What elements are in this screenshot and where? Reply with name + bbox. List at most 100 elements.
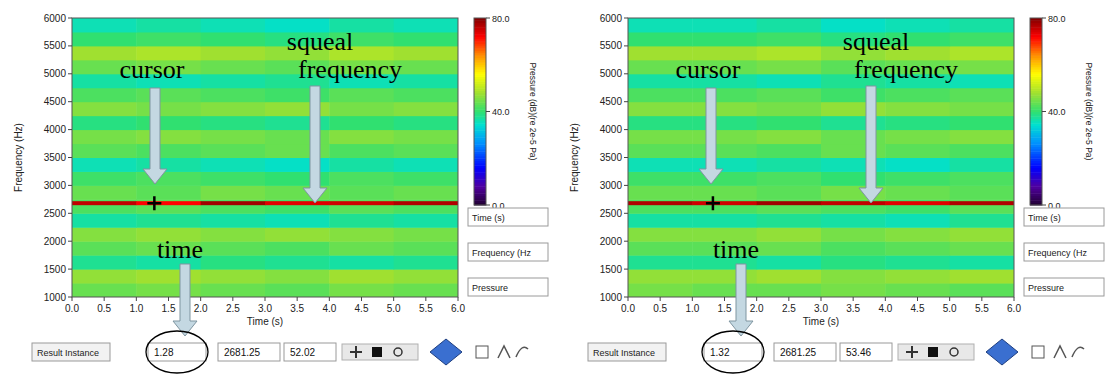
heatmap-cell [950, 227, 1014, 241]
heatmap-cell [628, 241, 693, 255]
heatmap-cell [329, 269, 394, 283]
y-tick-label: 2000 [44, 236, 67, 247]
plot-frame [72, 18, 458, 297]
heatmap-cell [201, 88, 266, 102]
heatmap-cell [265, 213, 330, 227]
heatmap-cell [136, 130, 201, 144]
squeal-line [394, 201, 458, 205]
heatmap-cell [628, 269, 693, 283]
heatmap-cell [885, 199, 950, 213]
heatmap-cell [950, 283, 1014, 297]
y-tick-label: 1500 [600, 264, 623, 275]
heatmap-cell [821, 269, 886, 283]
colorbar-tick-label: 40.0 [1048, 107, 1066, 117]
x-tick [393, 297, 394, 301]
annotation: squealfrequency [287, 27, 402, 84]
heatmap-cell [72, 171, 137, 185]
background [0, 0, 1108, 381]
heatmap-cell [329, 199, 394, 213]
plot-area [72, 18, 458, 297]
x-tick [724, 297, 725, 301]
annotation-arrow [699, 88, 723, 184]
field-label: Frequency (Hz [472, 248, 532, 258]
x-tick [72, 297, 73, 301]
heatmap-cell [265, 227, 330, 241]
heatmap-cell [72, 18, 137, 32]
y-tick-label: 5500 [600, 40, 623, 51]
heatmap-cell [885, 88, 950, 102]
heatmap-cell [692, 144, 757, 158]
squeal-line [692, 201, 757, 205]
x-tick-label: 1.5 [718, 303, 732, 314]
squeal-line [201, 201, 266, 205]
heatmap-cell [628, 185, 693, 199]
heatmap-cell [265, 269, 330, 283]
heatmap-cell [757, 255, 822, 269]
y-axis-title: Frequency (Hz) [13, 123, 24, 192]
heatmap-cell [394, 241, 458, 255]
squeal-line [136, 201, 201, 205]
field-label: Pressure [1028, 283, 1064, 293]
colorbar-tick [486, 111, 490, 112]
heatmap-cell [394, 199, 458, 213]
icon [372, 347, 382, 357]
x-tick [981, 297, 982, 301]
heatmap-cell [757, 74, 822, 88]
x-tick [692, 297, 693, 301]
field-box [1024, 208, 1104, 226]
heatmap-cell [757, 116, 822, 130]
y-tick-label: 2500 [600, 208, 623, 219]
readout-label-box [32, 343, 110, 361]
heatmap-cell [950, 241, 1014, 255]
y-tick-label: 3000 [600, 180, 623, 191]
heatmap-cell [329, 158, 394, 172]
x-tick-label: 0.0 [621, 303, 635, 314]
heatmap-cell [628, 158, 693, 172]
heatmap-cell [72, 116, 137, 130]
field-label: Pressure [472, 283, 508, 293]
heatmap-cell [201, 269, 266, 283]
heatmap-cell [201, 227, 266, 241]
heatmap-cell [72, 144, 137, 158]
x-tick-label: 3.5 [846, 303, 860, 314]
y-tick-label: 1000 [44, 292, 67, 303]
heatmap-cell [950, 255, 1014, 269]
icon [928, 347, 938, 357]
cursor [147, 196, 161, 210]
heatmap-cell [757, 213, 822, 227]
heatmap-cell [821, 241, 886, 255]
squeal-line [329, 201, 394, 205]
heatmap-cell [950, 88, 1014, 102]
heatmap-cell [628, 227, 693, 241]
x-tick [265, 297, 266, 301]
heatmap-cell [692, 283, 757, 297]
readout-value: 52.02 [290, 347, 315, 358]
heatmap-cell [136, 185, 201, 199]
x-tick [136, 297, 137, 301]
heatmap-cell [329, 241, 394, 255]
heatmap-cell [201, 32, 266, 46]
heatmap-cell [265, 241, 330, 255]
heatmap-cell [329, 213, 394, 227]
annotation-arrow [859, 86, 883, 203]
heatmap-cell [394, 130, 458, 144]
x-tick-label: 4.0 [878, 303, 892, 314]
y-tick-label: 2500 [44, 208, 67, 219]
heatmap-cell [757, 283, 822, 297]
heatmap-cell [201, 185, 266, 199]
icon [986, 339, 1018, 365]
toolbar [898, 344, 974, 360]
icon [1072, 347, 1084, 357]
squeal-line [885, 201, 950, 205]
x-tick-label: 1.5 [162, 303, 176, 314]
readout-value: 53.46 [846, 347, 871, 358]
heatmap-cell [692, 102, 757, 116]
heatmap-cell [885, 130, 950, 144]
heatmap-cell [394, 74, 458, 88]
heatmap-cell [394, 255, 458, 269]
colorbar-tick-label: 80.0 [492, 14, 510, 24]
highlight-circle [146, 331, 208, 373]
heatmap-cell [201, 144, 266, 158]
annotation-arrow [729, 264, 753, 336]
readout-box [774, 343, 836, 361]
